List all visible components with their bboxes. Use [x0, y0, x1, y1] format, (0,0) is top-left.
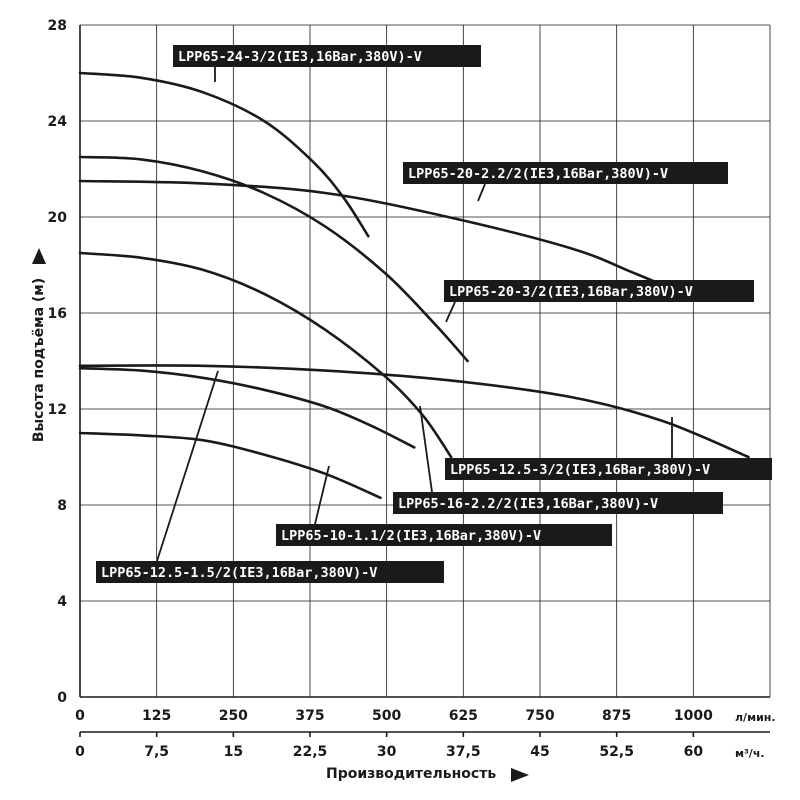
grid: [80, 24, 771, 697]
series-leader-line: [419, 405, 433, 493]
series-label: LPP65-20-3/2(IE3,16Bar,380V)-V: [444, 280, 754, 302]
series-curve: [78, 364, 750, 459]
x-unit-primary: л/мин.: [735, 711, 776, 724]
x-tick-label-primary: 250: [219, 708, 248, 724]
y-axis-arrow-icon: [32, 248, 46, 264]
series-curve: [78, 431, 382, 500]
series-label: LPP65-20-2.2/2(IE3,16Bar,380V)-V: [403, 162, 728, 184]
x-tick-label-secondary: 45: [530, 744, 549, 760]
series-label-text: LPP65-10-1.1/2(IE3,16Bar,380V)-V: [281, 528, 541, 544]
series-label-text: LPP65-20-3/2(IE3,16Bar,380V)-V: [449, 284, 693, 300]
x-tick-label-secondary: 60: [684, 744, 704, 760]
y-tick-label: 8: [57, 498, 67, 514]
y-tick-label: 0: [57, 690, 67, 706]
tick-labels: 0 4 8 12 16 20 24 28 0 125 250 375 500 625 750 875 1000 0…: [48, 18, 714, 760]
series-curve: [78, 366, 416, 449]
series-label-box: [96, 561, 444, 583]
x-tick-label-secondary: 30: [377, 744, 397, 760]
x-unit-secondary: м³/ч.: [735, 747, 765, 760]
x-tick-label-secondary: 7,5: [144, 744, 169, 760]
series-label-box: [403, 162, 728, 184]
x-tick-label-primary: 875: [602, 708, 631, 724]
x-tick-label-secondary: 22,5: [293, 744, 328, 760]
series-label-text: LPP65-20-2.2/2(IE3,16Bar,380V)-V: [408, 166, 668, 182]
series-label-box: [393, 492, 723, 514]
y-tick-label: 4: [57, 594, 67, 610]
x-axis-title-text: Производительность: [326, 766, 496, 782]
series-label-text: LPP65-12.5-3/2(IE3,16Bar,380V)-V: [450, 462, 710, 478]
y-axis-title-text: Высота подъёма (м): [31, 278, 47, 442]
series-label-text: LPP65-12.5-1.5/2(IE3,16Bar,380V)-V: [101, 565, 377, 581]
series-labels: LPP65-24-3/2(IE3,16Bar,380V)-V LPP65-20-2…: [96, 45, 772, 583]
x-axis-title: Производительность: [326, 766, 529, 782]
series-leader-line: [445, 301, 456, 323]
y-tick-label: 20: [48, 210, 68, 226]
x-tick-label-primary: 750: [525, 708, 554, 724]
series-label-box: [444, 280, 754, 302]
series-curves: [78, 67, 750, 562]
series-label-box: [276, 524, 612, 546]
x-tick-label-primary: 500: [372, 708, 401, 724]
series-leader-line: [156, 370, 219, 562]
y-tick-label: 16: [48, 306, 67, 322]
y-axis-title: Высота подъёма (м): [31, 248, 47, 442]
series-curve: [78, 155, 469, 363]
y-tick-label: 28: [48, 18, 67, 34]
series-label: LPP65-10-1.1/2(IE3,16Bar,380V)-V: [276, 524, 612, 546]
x-tick-label-primary: 1000: [674, 708, 713, 724]
series-curve: [78, 71, 370, 238]
series-leader-line: [314, 465, 330, 525]
x-axis-arrow-icon: [511, 768, 529, 782]
y-tick-label: 24: [48, 114, 68, 130]
series-curve: [78, 251, 453, 459]
series-leader-line: [477, 183, 486, 202]
x-tick-label-primary: 125: [142, 708, 171, 724]
series-label-text: LPP65-16-2.2/2(IE3,16Bar,380V)-V: [398, 496, 658, 512]
series-label-box: [173, 45, 481, 67]
x-tick-label-primary: 375: [295, 708, 324, 724]
x-tick-label-secondary: 52,5: [599, 744, 634, 760]
series-label-text: LPP65-24-3/2(IE3,16Bar,380V)-V: [178, 49, 422, 65]
series-label: LPP65-12.5-3/2(IE3,16Bar,380V)-V: [445, 458, 772, 480]
x-tick-label-secondary: 15: [224, 744, 243, 760]
x-tick-label-secondary: 37,5: [446, 744, 481, 760]
series-label: LPP65-12.5-1.5/2(IE3,16Bar,380V)-V: [96, 561, 444, 583]
x-tick-label-primary: 625: [449, 708, 478, 724]
y-tick-label: 12: [48, 402, 67, 418]
series-label: LPP65-16-2.2/2(IE3,16Bar,380V)-V: [393, 492, 723, 514]
x-tick-label-secondary: 0: [75, 744, 85, 760]
series-label-box: [445, 458, 772, 480]
series-curve: [78, 179, 680, 293]
x-tick-label-primary: 0: [75, 708, 85, 724]
axes: [79, 25, 770, 733]
series-label: LPP65-24-3/2(IE3,16Bar,380V)-V: [173, 45, 481, 67]
